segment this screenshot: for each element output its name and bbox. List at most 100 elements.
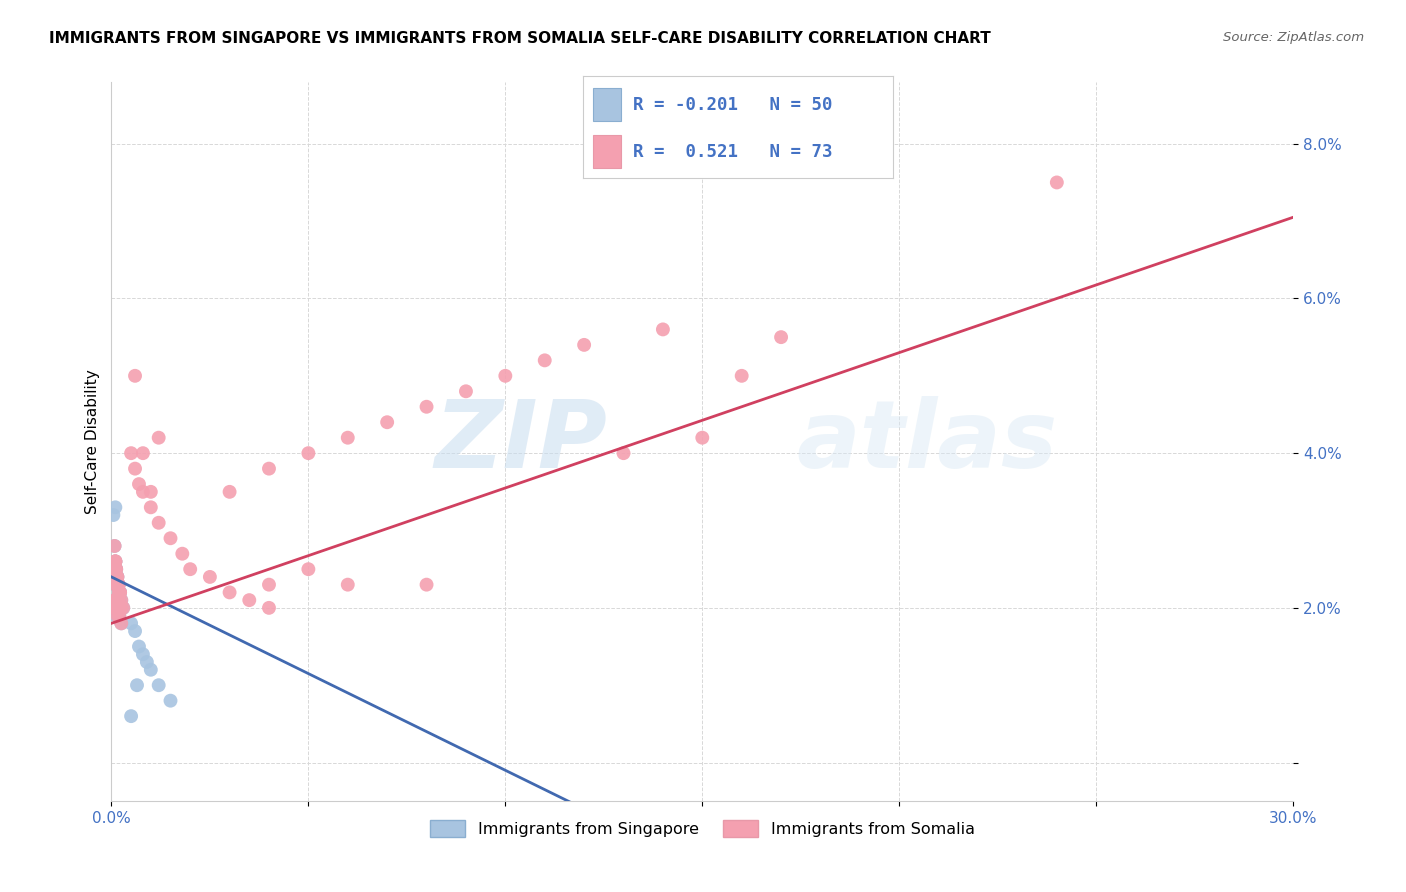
Point bbox=[218, 585, 240, 599]
Point bbox=[415, 577, 437, 591]
FancyBboxPatch shape bbox=[593, 136, 620, 168]
Point bbox=[148, 678, 170, 692]
Text: atlas: atlas bbox=[797, 395, 1059, 488]
Point bbox=[105, 577, 128, 591]
Point bbox=[139, 484, 162, 499]
Point bbox=[107, 577, 129, 591]
Point bbox=[132, 647, 155, 661]
Point bbox=[105, 570, 128, 584]
Point bbox=[125, 678, 148, 692]
Point bbox=[297, 562, 319, 576]
Point bbox=[108, 585, 131, 599]
Point bbox=[103, 600, 125, 615]
Point bbox=[107, 600, 129, 615]
Point bbox=[103, 570, 125, 584]
Point bbox=[112, 600, 135, 615]
Point bbox=[375, 415, 398, 429]
Point bbox=[108, 608, 131, 623]
Point bbox=[124, 461, 146, 475]
Point bbox=[103, 562, 125, 576]
Point bbox=[257, 577, 280, 591]
Point bbox=[148, 431, 170, 445]
Point bbox=[415, 400, 437, 414]
Text: Source: ZipAtlas.com: Source: ZipAtlas.com bbox=[1223, 31, 1364, 45]
Point bbox=[103, 562, 125, 576]
Point bbox=[110, 593, 132, 607]
Point bbox=[336, 431, 359, 445]
Point bbox=[104, 600, 127, 615]
Point bbox=[218, 484, 240, 499]
Point bbox=[238, 593, 260, 607]
Point bbox=[104, 577, 127, 591]
Point bbox=[692, 431, 714, 445]
Point bbox=[105, 562, 128, 576]
Point bbox=[105, 570, 128, 584]
Point bbox=[107, 577, 129, 591]
Point bbox=[139, 500, 162, 515]
Point bbox=[110, 616, 132, 631]
Text: ZIP: ZIP bbox=[434, 395, 607, 488]
Point bbox=[104, 577, 127, 591]
Point bbox=[107, 577, 129, 591]
Point bbox=[257, 600, 280, 615]
Point bbox=[128, 640, 150, 654]
Point bbox=[105, 562, 128, 576]
Point bbox=[104, 600, 127, 615]
Point bbox=[108, 585, 131, 599]
Point bbox=[107, 577, 129, 591]
Point bbox=[108, 585, 131, 599]
Point bbox=[107, 577, 129, 591]
Point bbox=[103, 570, 125, 584]
Point bbox=[104, 554, 127, 568]
Point bbox=[105, 593, 128, 607]
Point bbox=[612, 446, 634, 460]
Point bbox=[105, 570, 128, 584]
Point bbox=[105, 593, 128, 607]
Point bbox=[108, 585, 131, 599]
Y-axis label: Self-Care Disability: Self-Care Disability bbox=[86, 369, 100, 514]
Point bbox=[124, 368, 146, 383]
Point bbox=[104, 500, 127, 515]
Point bbox=[1046, 176, 1069, 190]
Point bbox=[108, 585, 131, 599]
Text: R =  0.521   N = 73: R = 0.521 N = 73 bbox=[633, 143, 832, 161]
Point bbox=[104, 600, 127, 615]
Point bbox=[104, 554, 127, 568]
Point bbox=[110, 600, 132, 615]
Point bbox=[105, 593, 128, 607]
Point bbox=[159, 694, 181, 708]
Point bbox=[172, 547, 194, 561]
Point bbox=[107, 577, 129, 591]
Point bbox=[494, 368, 516, 383]
Point bbox=[105, 593, 128, 607]
Point bbox=[103, 600, 125, 615]
Point bbox=[105, 608, 128, 623]
Point bbox=[104, 554, 127, 568]
Point bbox=[103, 562, 125, 576]
Point bbox=[105, 608, 128, 623]
Point bbox=[179, 562, 201, 576]
Point bbox=[105, 570, 128, 584]
Point bbox=[105, 562, 128, 576]
Point bbox=[572, 338, 595, 352]
Point bbox=[112, 600, 135, 615]
Point bbox=[159, 531, 181, 545]
Point bbox=[108, 585, 131, 599]
Point bbox=[110, 593, 132, 607]
Point bbox=[103, 562, 125, 576]
Point bbox=[110, 600, 132, 615]
Point bbox=[108, 585, 131, 599]
Point bbox=[105, 608, 128, 623]
Point bbox=[132, 484, 155, 499]
Point bbox=[148, 516, 170, 530]
Text: IMMIGRANTS FROM SINGAPORE VS IMMIGRANTS FROM SOMALIA SELF-CARE DISABILITY CORREL: IMMIGRANTS FROM SINGAPORE VS IMMIGRANTS … bbox=[49, 31, 991, 46]
Point bbox=[533, 353, 555, 368]
Point bbox=[651, 322, 673, 336]
Point bbox=[103, 593, 125, 607]
Point bbox=[103, 562, 125, 576]
Point bbox=[120, 446, 142, 460]
Point bbox=[120, 709, 142, 723]
Point bbox=[107, 593, 129, 607]
Point bbox=[104, 554, 127, 568]
Point bbox=[103, 539, 125, 553]
